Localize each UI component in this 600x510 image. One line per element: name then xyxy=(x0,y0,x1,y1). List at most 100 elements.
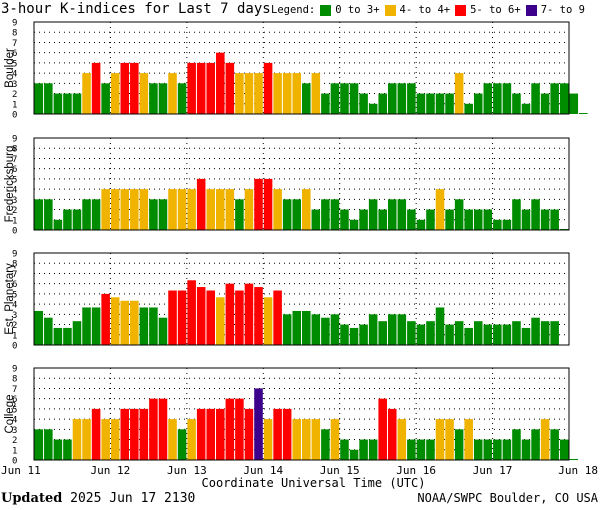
bar-est-planetary xyxy=(540,321,550,345)
bar-fredericksburg xyxy=(483,209,493,230)
bar-fredericksburg xyxy=(130,189,139,230)
bar-college xyxy=(569,458,579,460)
bar-boulder xyxy=(101,83,110,114)
bar-boulder xyxy=(34,83,44,114)
bar-est-planetary xyxy=(177,290,187,345)
bar-college xyxy=(321,429,330,460)
bar-fredericksburg xyxy=(235,199,244,230)
bar-est-planetary xyxy=(473,321,483,345)
bar-college xyxy=(82,419,91,460)
y-tick-label: 4 xyxy=(12,186,17,196)
bar-boulder xyxy=(416,93,426,114)
bar-est-planetary xyxy=(34,310,44,345)
bar-fredericksburg xyxy=(368,199,378,230)
bar-est-planetary xyxy=(483,324,493,345)
bar-boulder xyxy=(368,103,378,114)
bar-fredericksburg xyxy=(302,189,311,230)
panel-frame-college xyxy=(33,367,570,461)
bar-fredericksburg xyxy=(282,199,292,230)
y-tick-label: 2 xyxy=(12,321,17,331)
bar-college xyxy=(340,439,349,460)
bar-boulder xyxy=(263,62,273,114)
bar-college xyxy=(531,429,540,460)
bar-fredericksburg xyxy=(244,189,254,230)
bar-boulder xyxy=(473,93,483,114)
bar-college xyxy=(407,439,416,460)
bar-boulder xyxy=(483,83,493,114)
bar-fredericksburg xyxy=(311,209,321,230)
bar-fredericksburg xyxy=(101,189,110,230)
updated-value: 2025 Jun 17 2130 xyxy=(70,491,196,506)
bar-boulder xyxy=(292,73,301,114)
bar-est-planetary xyxy=(426,321,435,345)
y-tick-label: 6 xyxy=(12,165,17,175)
bar-fredericksburg xyxy=(359,209,368,230)
bar-est-planetary xyxy=(235,290,244,345)
bar-college xyxy=(493,439,502,460)
bar-fredericksburg xyxy=(149,199,158,230)
bar-boulder xyxy=(168,73,177,114)
bar-est-planetary xyxy=(454,321,464,345)
bar-fredericksburg xyxy=(416,219,426,230)
bar-fredericksburg xyxy=(330,199,340,230)
bar-boulder xyxy=(559,83,569,114)
bar-boulder xyxy=(397,83,407,114)
y-tick-label: 4 xyxy=(12,416,17,426)
bar-college xyxy=(330,419,340,460)
bar-fredericksburg xyxy=(493,219,502,230)
bar-boulder xyxy=(550,83,559,114)
bar-est-planetary xyxy=(512,321,521,345)
bar-college xyxy=(416,439,426,460)
bar-boulder xyxy=(445,93,454,114)
bar-boulder xyxy=(579,112,588,114)
bar-est-planetary xyxy=(149,307,158,345)
bar-college xyxy=(101,419,110,460)
y-tick-label: 8 xyxy=(12,29,17,39)
bar-college xyxy=(187,419,196,460)
x-tick-label: Jun 17 xyxy=(473,464,513,477)
bar-college xyxy=(110,419,120,460)
y-tick-label: 0 xyxy=(12,342,17,352)
bar-fredericksburg xyxy=(559,228,569,230)
y-tick-label: 1 xyxy=(12,446,17,456)
bar-boulder xyxy=(464,103,473,114)
y-tick-label: 3 xyxy=(12,311,17,321)
y-tick-label: 4 xyxy=(12,301,17,311)
bar-college xyxy=(244,408,254,460)
y-tick-label: 9 xyxy=(12,135,17,145)
bar-est-planetary xyxy=(407,321,416,345)
bar-college xyxy=(483,439,493,460)
bar-fredericksburg xyxy=(435,189,445,230)
bar-boulder xyxy=(321,93,330,114)
y-tick-label: 7 xyxy=(12,155,17,165)
bar-fredericksburg xyxy=(82,199,91,230)
bar-college xyxy=(206,408,216,460)
bar-est-planetary xyxy=(445,324,454,345)
bar-est-planetary xyxy=(206,290,216,345)
bar-college xyxy=(130,408,139,460)
bar-fredericksburg xyxy=(378,209,387,230)
bar-fredericksburg xyxy=(225,189,235,230)
bar-fredericksburg xyxy=(340,209,349,230)
bar-est-planetary xyxy=(273,290,282,345)
bar-college xyxy=(368,439,378,460)
bar-fredericksburg xyxy=(473,209,483,230)
bar-fredericksburg xyxy=(550,209,559,230)
bar-boulder xyxy=(273,73,282,114)
bar-est-planetary xyxy=(63,327,72,345)
bar-college xyxy=(139,408,149,460)
bar-est-planetary xyxy=(521,327,531,345)
y-tick-label: 5 xyxy=(12,175,17,185)
y-tick-label: 3 xyxy=(12,80,17,90)
bar-est-planetary xyxy=(53,327,63,345)
bar-boulder xyxy=(569,93,579,114)
y-tick-label: 8 xyxy=(12,260,17,270)
bar-boulder xyxy=(540,93,550,114)
bar-college xyxy=(168,419,177,460)
bar-boulder xyxy=(120,62,130,114)
bar-college xyxy=(177,429,187,460)
bar-est-planetary xyxy=(72,321,82,345)
bar-boulder xyxy=(216,52,225,114)
legend: Legend: 0 to 3+ 4- to 4+ 5- to 6+ 7- to … xyxy=(271,4,587,16)
y-tick-label: 1 xyxy=(12,100,17,110)
